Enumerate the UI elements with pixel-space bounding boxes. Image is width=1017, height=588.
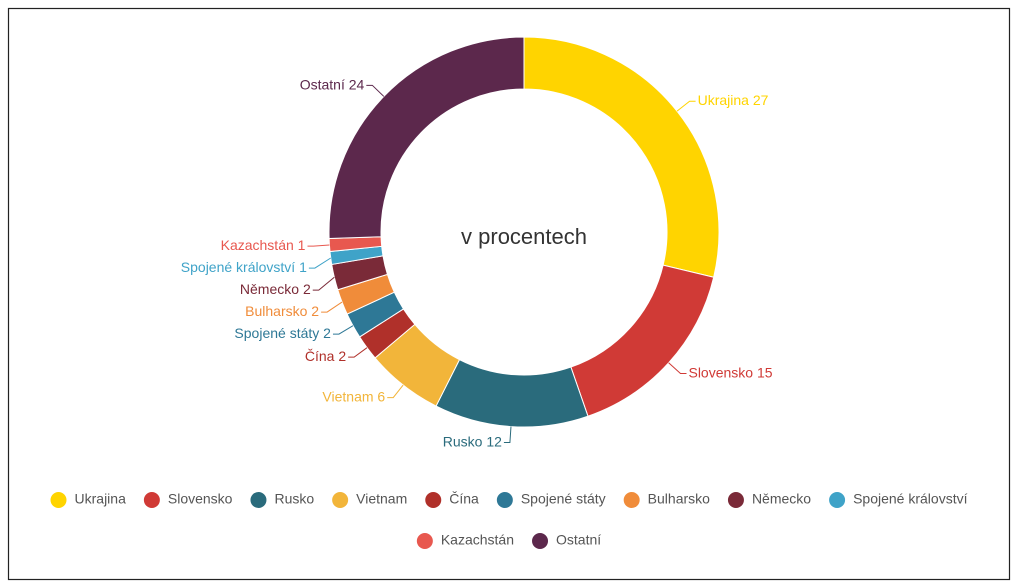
slice xyxy=(523,36,720,278)
label-value: 15 xyxy=(757,364,773,380)
chart-title: v procentech xyxy=(461,224,587,249)
legend-item: Ostatní xyxy=(532,532,601,549)
legend-swatch xyxy=(250,492,267,508)
leader-line xyxy=(307,244,330,247)
slice xyxy=(328,36,525,240)
label-name: Čína xyxy=(305,348,335,364)
leader-line xyxy=(348,347,368,358)
legend-item: Slovensko xyxy=(143,491,233,508)
leader-line xyxy=(312,276,335,291)
leader-line xyxy=(387,384,404,399)
label-value: 2 xyxy=(323,325,331,341)
data-label: Ostatní 24 xyxy=(300,76,365,92)
legend-label: Čína xyxy=(449,491,479,507)
label-name: Spojené království xyxy=(181,259,296,275)
legend-label: Rusko xyxy=(274,491,314,507)
label-name: Vietnam xyxy=(322,388,373,404)
label-name: Ostatní xyxy=(300,76,345,92)
legend-label: Slovensko xyxy=(168,491,233,507)
legend-item: Německo xyxy=(727,491,811,508)
frame xyxy=(7,7,1011,581)
data-label: Spojené státy 2 xyxy=(234,325,331,341)
legend-label: Vietnam xyxy=(356,491,407,507)
label-value: 24 xyxy=(349,76,365,92)
legend-label: Kazachstán xyxy=(441,532,514,548)
legend-item: Bulharsko xyxy=(623,491,710,508)
legend-swatch xyxy=(416,533,433,549)
legend-swatch xyxy=(425,492,442,508)
legend-swatch xyxy=(143,492,160,508)
label-name: Německo xyxy=(240,281,299,297)
legend-item: Kazachstán xyxy=(416,532,514,549)
label-name: Slovensko xyxy=(688,364,753,380)
data-label: Rusko 12 xyxy=(443,433,502,449)
legend-swatch xyxy=(50,492,67,508)
data-label: Kazachstán 1 xyxy=(221,237,306,253)
legend-swatch xyxy=(829,492,846,508)
leader-line xyxy=(332,325,354,335)
leader-line xyxy=(308,257,332,269)
legend-item: Spojené státy xyxy=(496,491,606,508)
leader-line xyxy=(321,301,343,313)
data-label: Slovensko 15 xyxy=(688,364,772,380)
label-name: Rusko xyxy=(443,433,483,449)
legend-item: Vietnam xyxy=(332,491,407,508)
label-value: 2 xyxy=(311,303,319,319)
label-value: 27 xyxy=(753,92,769,108)
legend-label: Spojené státy xyxy=(521,491,606,507)
legend-label: Ukrajina xyxy=(75,491,127,507)
legend-label: Ostatní xyxy=(556,532,601,548)
data-label: Čína 2 xyxy=(305,348,346,364)
legend-swatch xyxy=(727,492,744,508)
legend-label: Spojené království xyxy=(853,491,968,507)
legend-item: Rusko xyxy=(250,491,314,508)
leader-line xyxy=(668,362,687,375)
label-value: 2 xyxy=(303,281,311,297)
label-value: 6 xyxy=(377,388,385,404)
legend-swatch xyxy=(532,533,549,549)
legend-label: Bulharsko xyxy=(648,491,710,507)
legend-swatch xyxy=(496,492,513,508)
label-value: 1 xyxy=(299,259,307,275)
leader-line xyxy=(676,100,696,112)
legend-item: Ukrajina xyxy=(50,491,127,508)
leader-line xyxy=(366,84,385,97)
data-label: Spojené království 1 xyxy=(181,259,307,275)
leader-line xyxy=(503,426,512,444)
label-name: Spojené státy xyxy=(234,325,319,341)
label-value: 2 xyxy=(338,348,346,364)
data-label: Ukrajina 27 xyxy=(698,92,769,108)
data-label: Bulharsko 2 xyxy=(245,303,319,319)
label-value: 12 xyxy=(486,433,502,449)
legend-item: Spojené království xyxy=(829,491,968,508)
label-value: 1 xyxy=(298,237,306,253)
legend-label: Německo xyxy=(752,491,811,507)
label-name: Bulharsko xyxy=(245,303,307,319)
data-label: Vietnam 6 xyxy=(322,388,385,404)
legend-swatch xyxy=(332,492,349,508)
legend-item: Čína xyxy=(425,491,479,508)
label-name: Ukrajina xyxy=(698,92,750,108)
data-label: Německo 2 xyxy=(240,281,311,297)
legend-swatch xyxy=(623,492,640,508)
label-name: Kazachstán xyxy=(221,237,294,253)
